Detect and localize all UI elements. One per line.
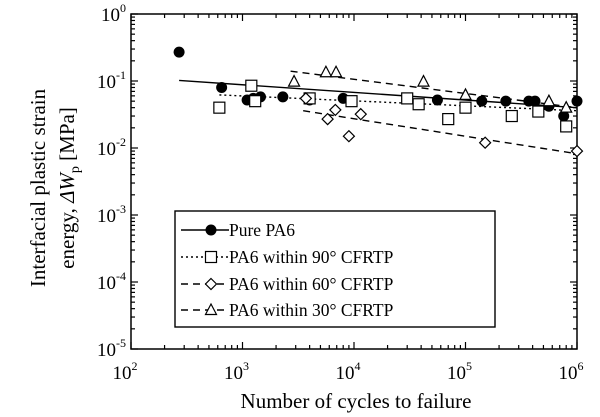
y-tick-label: 10-1 [97,68,126,93]
x-tick-label: 105 [447,359,472,384]
y-axis-label: Interfacial plastic strain energy, ΔWp [… [26,88,83,287]
data-point-series-1 [459,101,472,114]
y-tick-label: 10-4 [97,269,126,294]
data-point-series-0 [529,95,541,107]
data-point-series-1 [505,109,518,123]
data-point-series-0 [476,95,488,107]
data-point-series-3 [287,74,301,87]
legend-marker [204,250,218,264]
x-axis-label: Number of cycles to failure [241,389,472,413]
data-point-series-2 [478,136,492,150]
y-tick-label: 10-2 [97,135,126,160]
axis-ticks [130,13,578,350]
data-point-series-1 [213,101,226,114]
legend-items: Pure PA6 PA6 within 90° CFRTP PA6 within 6… [181,220,394,320]
data-point-series-1 [401,92,414,105]
data-point-series-3 [459,87,472,101]
data-point-series-1 [249,95,262,108]
axis-tick-labels: 102 103 104 105 106 100 10-1 10-2 10-3 10-4 10-5 [97,1,584,384]
legend-marker [205,224,217,236]
data-point-series-1 [412,98,425,111]
legend-marker [204,302,218,316]
legend: Pure PA6 PA6 within 90° CFRTP PA6 within 6… [174,210,496,328]
data-point-series-1 [245,79,258,92]
data-point-series-1 [560,120,573,133]
x-tick-label: 106 [559,359,584,384]
legend-label: PA6 within 60° CFRTP [229,274,394,294]
data-point-series-0 [277,91,289,103]
data-point-series-2 [299,92,313,105]
data-markers [173,46,584,158]
legend-marker [204,277,218,291]
fit-line-series-2 [303,110,578,155]
y-tick-label: 10-3 [97,202,126,227]
data-point-series-0 [216,81,228,93]
legend-label: PA6 within 30° CFRTP [229,300,394,320]
data-point-series-2 [328,103,342,117]
data-point-series-3 [417,74,430,87]
data-point-series-2 [342,129,356,143]
data-point-series-3 [329,64,343,78]
data-point-series-2 [570,144,584,158]
x-tick-label: 103 [224,359,249,384]
data-point-series-3 [559,100,573,113]
y-tick-label: 10-5 [97,336,126,361]
x-tick-label: 102 [113,359,138,384]
data-point-series-0 [558,110,570,122]
y-tick-label: 100 [101,1,126,26]
data-point-series-1 [532,105,545,118]
y-axis-label-line2: energy, ΔWp [MPa] [55,107,83,269]
data-point-series-1 [442,112,455,126]
data-point-series-0 [173,46,185,58]
legend-label: Pure PA6 [229,220,295,240]
data-point-series-0 [571,95,583,107]
data-point-series-2 [321,112,334,126]
legend-label: PA6 within 90° CFRTP [229,247,394,267]
y-axis-label-line1: Interfacial plastic strain [26,88,50,287]
data-point-series-3 [319,64,333,78]
fit-line-series-0 [179,79,578,109]
data-point-series-1 [345,95,358,108]
x-tick-label: 104 [336,359,361,384]
data-point-series-0 [431,94,443,106]
data-point-series-0 [500,95,512,107]
data-point-series-2 [354,107,368,121]
data-point-series-3 [542,93,556,107]
fit-line-series-1 [219,94,578,112]
